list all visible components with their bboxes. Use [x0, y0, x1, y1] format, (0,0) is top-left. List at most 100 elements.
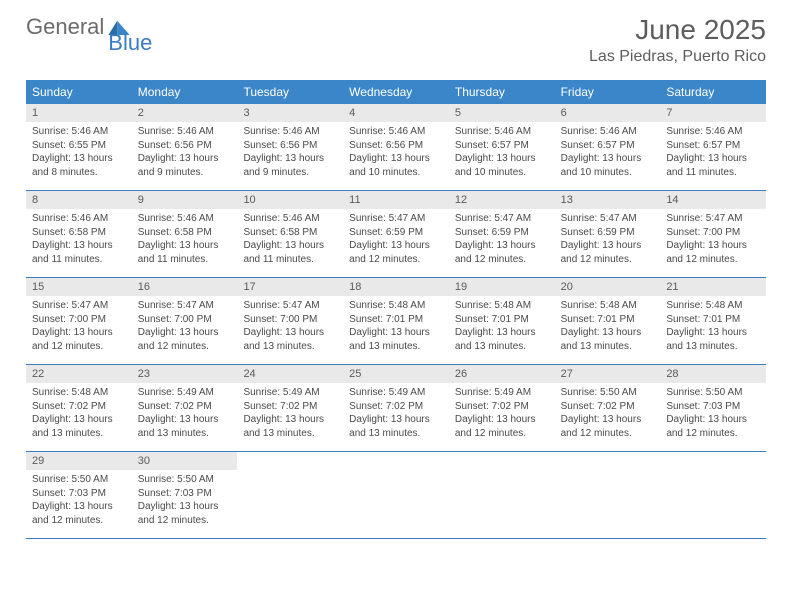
day-number: 18 — [343, 278, 449, 296]
day-number: 10 — [237, 191, 343, 209]
weekday-header: Tuesday — [237, 80, 343, 104]
day-number: 7 — [660, 104, 766, 122]
daylight-line: Daylight: 13 hours and 12 minutes. — [666, 413, 760, 440]
day-cell: 22Sunrise: 5:48 AMSunset: 7:02 PMDayligh… — [26, 365, 132, 451]
sunset-line: Sunset: 7:03 PM — [32, 487, 126, 501]
day-number: 8 — [26, 191, 132, 209]
day-number: 30 — [132, 452, 238, 470]
sunrise-line: Sunrise: 5:48 AM — [561, 299, 655, 313]
sunrise-line: Sunrise: 5:46 AM — [561, 125, 655, 139]
sunset-line: Sunset: 7:01 PM — [561, 313, 655, 327]
day-number: 28 — [660, 365, 766, 383]
weekday-header-row: SundayMondayTuesdayWednesdayThursdayFrid… — [26, 80, 766, 104]
sunrise-line: Sunrise: 5:48 AM — [349, 299, 443, 313]
sunrise-line: Sunrise: 5:49 AM — [243, 386, 337, 400]
day-number: 20 — [555, 278, 661, 296]
sunrise-line: Sunrise: 5:46 AM — [666, 125, 760, 139]
week-row: 8Sunrise: 5:46 AMSunset: 6:58 PMDaylight… — [26, 191, 766, 278]
day-body: Sunrise: 5:47 AMSunset: 6:59 PMDaylight:… — [449, 209, 555, 272]
day-number: 15 — [26, 278, 132, 296]
day-body: Sunrise: 5:46 AMSunset: 6:56 PMDaylight:… — [343, 122, 449, 185]
day-body: Sunrise: 5:46 AMSunset: 6:57 PMDaylight:… — [660, 122, 766, 185]
sunrise-line: Sunrise: 5:47 AM — [243, 299, 337, 313]
day-number: 2 — [132, 104, 238, 122]
sunrise-line: Sunrise: 5:50 AM — [561, 386, 655, 400]
day-body: Sunrise: 5:49 AMSunset: 7:02 PMDaylight:… — [132, 383, 238, 446]
day-cell: 19Sunrise: 5:48 AMSunset: 7:01 PMDayligh… — [449, 278, 555, 364]
weekday-header: Sunday — [26, 80, 132, 104]
daylight-line: Daylight: 13 hours and 13 minutes. — [349, 326, 443, 353]
sunset-line: Sunset: 6:56 PM — [243, 139, 337, 153]
daylight-line: Daylight: 13 hours and 13 minutes. — [243, 326, 337, 353]
day-body: Sunrise: 5:49 AMSunset: 7:02 PMDaylight:… — [449, 383, 555, 446]
daylight-line: Daylight: 13 hours and 12 minutes. — [561, 413, 655, 440]
week-row: 29Sunrise: 5:50 AMSunset: 7:03 PMDayligh… — [26, 452, 766, 539]
sunset-line: Sunset: 7:00 PM — [243, 313, 337, 327]
sunset-line: Sunset: 6:56 PM — [138, 139, 232, 153]
daylight-line: Daylight: 13 hours and 10 minutes. — [455, 152, 549, 179]
sunset-line: Sunset: 6:58 PM — [32, 226, 126, 240]
daylight-line: Daylight: 13 hours and 12 minutes. — [32, 500, 126, 527]
day-cell: 30 Sunrise: 5:50 AMSunset: 7:03 PMDayligh… — [132, 452, 238, 538]
sunset-line: Sunset: 6:58 PM — [138, 226, 232, 240]
sunset-line: Sunset: 6:58 PM — [243, 226, 337, 240]
sunset-line: Sunset: 7:02 PM — [561, 400, 655, 414]
logo-text-general: General — [26, 14, 104, 40]
daylight-line: Daylight: 13 hours and 8 minutes. — [32, 152, 126, 179]
daylight-line: Daylight: 13 hours and 13 minutes. — [455, 326, 549, 353]
day-body: Sunrise: 5:46 AMSunset: 6:56 PMDaylight:… — [237, 122, 343, 185]
day-number: 12 — [449, 191, 555, 209]
sunset-line: Sunset: 7:01 PM — [349, 313, 443, 327]
day-cell: 15Sunrise: 5:47 AMSunset: 7:00 PMDayligh… — [26, 278, 132, 364]
weekday-header: Saturday — [660, 80, 766, 104]
sunrise-line: Sunrise: 5:47 AM — [32, 299, 126, 313]
daylight-line: Daylight: 13 hours and 10 minutes. — [561, 152, 655, 179]
daylight-line: Daylight: 13 hours and 12 minutes. — [138, 326, 232, 353]
weekday-header: Monday — [132, 80, 238, 104]
sunset-line: Sunset: 6:57 PM — [666, 139, 760, 153]
daylight-line: Daylight: 13 hours and 12 minutes. — [666, 239, 760, 266]
sunrise-line: Sunrise: 5:46 AM — [32, 212, 126, 226]
daylight-line: Daylight: 13 hours and 13 minutes. — [561, 326, 655, 353]
sunset-line: Sunset: 7:02 PM — [349, 400, 443, 414]
daylight-line: Daylight: 13 hours and 12 minutes. — [138, 500, 232, 527]
day-body: Sunrise: 5:47 AMSunset: 7:00 PMDaylight:… — [660, 209, 766, 272]
day-cell: 26Sunrise: 5:49 AMSunset: 7:02 PMDayligh… — [449, 365, 555, 451]
sunset-line: Sunset: 6:55 PM — [32, 139, 126, 153]
day-cell: 7Sunrise: 5:46 AMSunset: 6:57 PMDaylight… — [660, 104, 766, 190]
day-cell: 8Sunrise: 5:46 AMSunset: 6:58 PMDaylight… — [26, 191, 132, 277]
weekday-header: Thursday — [449, 80, 555, 104]
day-number: 21 — [660, 278, 766, 296]
day-body: Sunrise: 5:47 AMSunset: 7:00 PMDaylight:… — [237, 296, 343, 359]
logo-text-blue: Blue — [108, 30, 152, 56]
location-subtitle: Las Piedras, Puerto Rico — [589, 48, 766, 66]
day-number: 3 — [237, 104, 343, 122]
daylight-line: Daylight: 13 hours and 11 minutes. — [243, 239, 337, 266]
day-number: 24 — [237, 365, 343, 383]
header: General Blue June 2025 Las Piedras, Puer… — [0, 0, 792, 72]
sunrise-line: Sunrise: 5:50 AM — [138, 473, 232, 487]
sunset-line: Sunset: 7:02 PM — [243, 400, 337, 414]
sunrise-line: Sunrise: 5:46 AM — [243, 125, 337, 139]
sunrise-line: Sunrise: 5:47 AM — [455, 212, 549, 226]
day-number: 1 — [26, 104, 132, 122]
day-cell: 10Sunrise: 5:46 AMSunset: 6:58 PMDayligh… — [237, 191, 343, 277]
daylight-line: Daylight: 13 hours and 9 minutes. — [138, 152, 232, 179]
day-number: 22 — [26, 365, 132, 383]
day-number: 26 — [449, 365, 555, 383]
day-number: 17 — [237, 278, 343, 296]
day-body: Sunrise: 5:47 AMSunset: 6:59 PMDaylight:… — [555, 209, 661, 272]
sunset-line: Sunset: 7:03 PM — [138, 487, 232, 501]
sunrise-line: Sunrise: 5:46 AM — [349, 125, 443, 139]
day-cell: 21Sunrise: 5:48 AMSunset: 7:01 PMDayligh… — [660, 278, 766, 364]
day-number: 27 — [555, 365, 661, 383]
sunrise-line: Sunrise: 5:49 AM — [138, 386, 232, 400]
weekday-header: Friday — [555, 80, 661, 104]
sunrise-line: Sunrise: 5:46 AM — [138, 125, 232, 139]
day-body: Sunrise: 5:46 AMSunset: 6:58 PMDaylight:… — [26, 209, 132, 272]
title-block: June 2025 Las Piedras, Puerto Rico — [589, 14, 766, 66]
daylight-line: Daylight: 13 hours and 11 minutes. — [666, 152, 760, 179]
day-number: 23 — [132, 365, 238, 383]
sunrise-line: Sunrise: 5:50 AM — [666, 386, 760, 400]
day-body: Sunrise: 5:46 AMSunset: 6:57 PMDaylight:… — [555, 122, 661, 185]
